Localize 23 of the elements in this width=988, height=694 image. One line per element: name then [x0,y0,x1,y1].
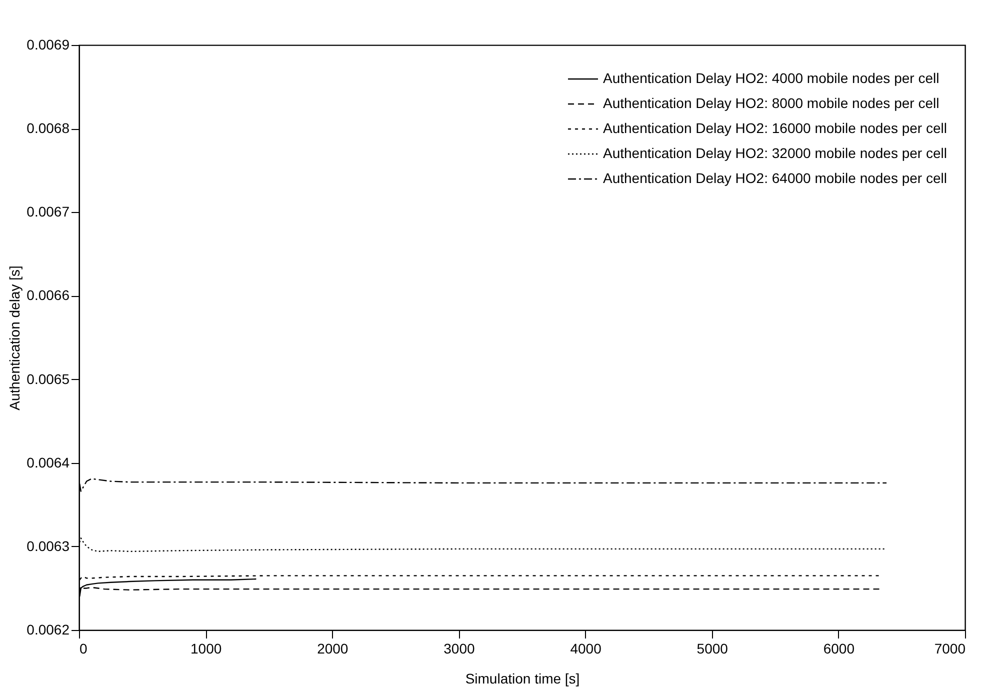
legend-label: Authentication Delay HO2: 16000 mobile nodes per cell [603,120,947,136]
x-tick-label: 0 [80,640,88,656]
y-axis-title: Authentication delay [s] [6,266,23,410]
x-tick-label: 5000 [696,640,728,656]
y-tick-label: 0.0063 [26,538,70,554]
x-tick-label: 3000 [444,640,475,656]
y-tick-label: 0.0067 [26,204,70,220]
y-tick-label: 0.0065 [26,370,70,387]
x-tick-label: 2000 [317,640,348,656]
y-tick-label: 0.0068 [26,120,70,136]
legend-label: Authentication Delay HO2: 8000 mobile nodes per cell [603,95,940,111]
x-tick-label: 6000 [823,640,855,656]
legend-label: Authentication Delay HO2: 4000 mobile nodes per cell [603,70,940,86]
x-tick-label: 4000 [570,640,602,656]
x-tick-label: 7000 [934,640,966,656]
y-tick-label: 0.0066 [26,287,70,304]
legend-label: Authentication Delay HO2: 64000 mobile nodes per cell [603,170,947,186]
y-tick-label: 0.0069 [26,36,70,52]
y-tick-label: 0.0064 [26,454,70,470]
x-tick-label: 1000 [190,640,222,656]
y-tick-label: 0.0062 [26,622,70,638]
x-axis-title: Simulation time [s] [465,670,580,686]
legend-label: Authentication Delay HO2: 32000 mobile nodes per cell [603,145,947,161]
